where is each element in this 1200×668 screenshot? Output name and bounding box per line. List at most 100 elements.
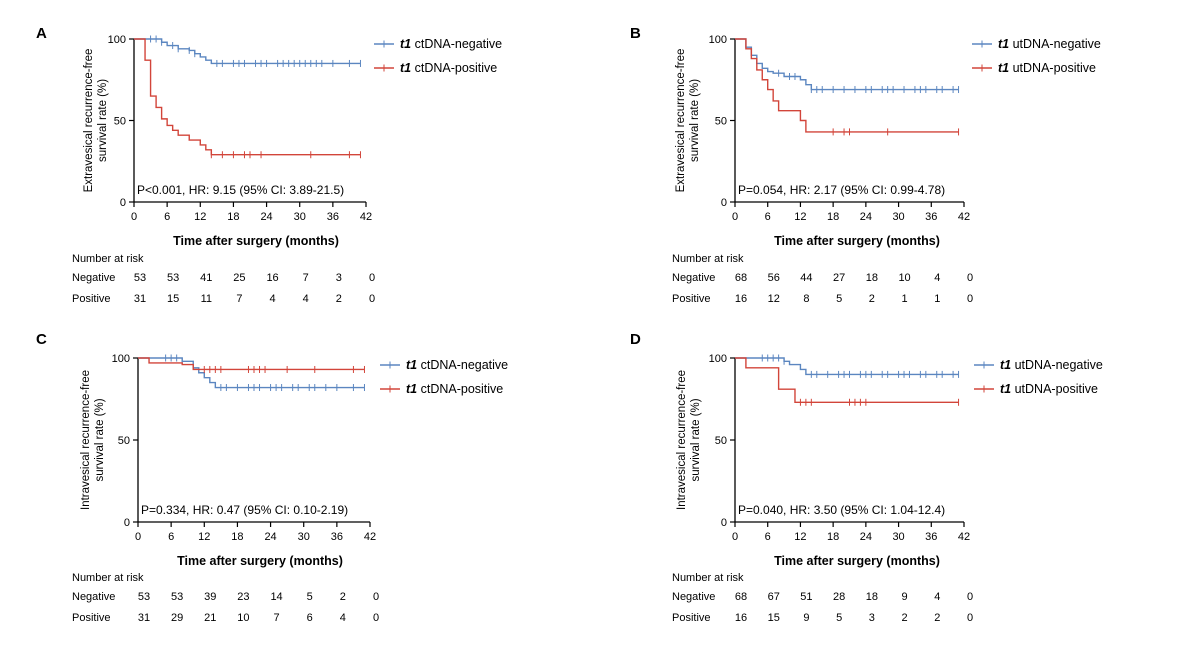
- legend-label-negative: t1 ctDNA-negative: [400, 37, 502, 51]
- y-tick-label: 0: [120, 197, 126, 209]
- risk-cell: 53: [171, 591, 183, 603]
- y-tick-label: 100: [108, 34, 126, 46]
- legend-italic-positive: t1: [998, 61, 1009, 75]
- risk-cell: 16: [266, 272, 278, 284]
- risk-table-title: Number at risk: [72, 253, 144, 265]
- risk-cell: 11: [201, 293, 212, 305]
- x-tick-label: 0: [135, 531, 141, 543]
- risk-cell: 7: [303, 272, 309, 284]
- risk-cell: 16: [735, 293, 747, 305]
- risk-row-label: Negative: [72, 591, 115, 603]
- x-tick-label: 18: [827, 531, 839, 543]
- risk-cell: 23: [237, 591, 249, 603]
- km-curve-negative: [134, 38, 361, 65]
- x-tick-label: 6: [164, 211, 170, 223]
- risk-row-label: Positive: [672, 612, 711, 624]
- risk-cell: 4: [303, 293, 309, 305]
- x-tick-label: 36: [327, 211, 339, 223]
- risk-cell: 4: [270, 293, 276, 305]
- y-tick-label: 50: [118, 435, 130, 447]
- risk-cell: 14: [270, 591, 282, 603]
- y-axis-title: Extravesical recurrence-free survival rat…: [83, 49, 109, 193]
- legend-label-positive: t1 utDNA-positive: [998, 61, 1096, 75]
- x-axis-title: Time after surgery (months): [177, 554, 343, 568]
- x-tick-label: 30: [892, 211, 904, 223]
- risk-cell: 2: [869, 293, 875, 305]
- risk-cell: 4: [934, 591, 940, 603]
- x-axis-title: Time after surgery (months): [173, 234, 339, 248]
- x-tick-label: 6: [168, 531, 174, 543]
- x-tick-label: 36: [331, 531, 343, 543]
- risk-cell: 4: [340, 612, 346, 624]
- x-tick-label: 12: [794, 211, 806, 223]
- risk-row-label: Positive: [72, 293, 111, 305]
- risk-cell: 1: [934, 293, 940, 305]
- risk-cell: 5: [836, 612, 842, 624]
- risk-cell: 12: [768, 293, 780, 305]
- km-curve-positive: [735, 357, 959, 403]
- legend-italic-negative: t1: [998, 37, 1009, 51]
- km-curve-positive: [735, 38, 959, 133]
- x-tick-label: 24: [860, 211, 872, 223]
- risk-table-title: Number at risk: [72, 572, 144, 584]
- risk-cell: 0: [369, 272, 375, 284]
- risk-cell: 10: [237, 612, 249, 624]
- y-tick-label: 0: [721, 517, 727, 529]
- risk-cell: 7: [236, 293, 242, 305]
- legend-italic-negative: t1: [1000, 358, 1011, 372]
- panel-letter: D: [630, 331, 641, 348]
- risk-cell: 29: [171, 612, 183, 624]
- x-tick-label: 18: [231, 531, 243, 543]
- risk-cell: 0: [967, 591, 973, 603]
- legend-label-negative: t1 ctDNA-negative: [406, 358, 508, 372]
- risk-cell: 5: [836, 293, 842, 305]
- legend-italic-positive: t1: [400, 61, 411, 75]
- risk-cell: 39: [204, 591, 216, 603]
- risk-cell: 21: [204, 612, 216, 624]
- risk-cell: 8: [803, 293, 809, 305]
- risk-cell: 2: [902, 612, 908, 624]
- risk-cell: 41: [200, 272, 212, 284]
- risk-cell: 5: [307, 591, 313, 603]
- stat-annotation: P=0.054, HR: 2.17 (95% CI: 0.99-4.78): [738, 183, 945, 197]
- x-tick-label: 42: [360, 211, 372, 223]
- risk-cell: 0: [967, 612, 973, 624]
- legend-name-positive: utDNA-positive: [1011, 382, 1098, 396]
- panel-letter: C: [36, 331, 47, 348]
- km-curve-positive: [134, 38, 361, 156]
- legend-name-negative: utDNA-negative: [1011, 358, 1103, 372]
- km-curve-negative: [735, 38, 959, 91]
- risk-cell: 27: [833, 272, 845, 284]
- x-tick-label: 30: [294, 211, 306, 223]
- risk-row-label: Positive: [72, 612, 111, 624]
- stat-annotation: P<0.001, HR: 9.15 (95% CI: 3.89-21.5): [137, 183, 344, 197]
- legend-label-positive: t1 ctDNA-positive: [406, 382, 503, 396]
- y-tick-label: 50: [715, 116, 727, 128]
- legend-italic-negative: t1: [406, 358, 417, 372]
- risk-cell: 25: [233, 272, 245, 284]
- risk-cell: 18: [866, 272, 878, 284]
- stat-annotation: P=0.334, HR: 0.47 (95% CI: 0.10-2.19): [141, 503, 348, 517]
- x-tick-label: 18: [827, 211, 839, 223]
- risk-cell: 28: [833, 591, 845, 603]
- risk-cell: 44: [800, 272, 812, 284]
- y-axis-title: Intravesical recurrence-free survival rat…: [676, 370, 702, 510]
- risk-row-label: Negative: [672, 591, 715, 603]
- y-tick-label: 0: [721, 197, 727, 209]
- km-curve-negative: [138, 357, 365, 389]
- risk-cell: 15: [768, 612, 780, 624]
- risk-cell: 16: [735, 612, 747, 624]
- y-axis-title: Extravesical recurrence-free survival rat…: [675, 49, 701, 193]
- risk-cell: 68: [735, 272, 747, 284]
- x-tick-label: 12: [194, 211, 206, 223]
- risk-cell: 53: [138, 591, 150, 603]
- risk-cell: 53: [134, 272, 146, 284]
- risk-cell: 51: [800, 591, 812, 603]
- x-tick-label: 24: [860, 531, 872, 543]
- risk-cell: 53: [167, 272, 179, 284]
- x-tick-label: 0: [732, 211, 738, 223]
